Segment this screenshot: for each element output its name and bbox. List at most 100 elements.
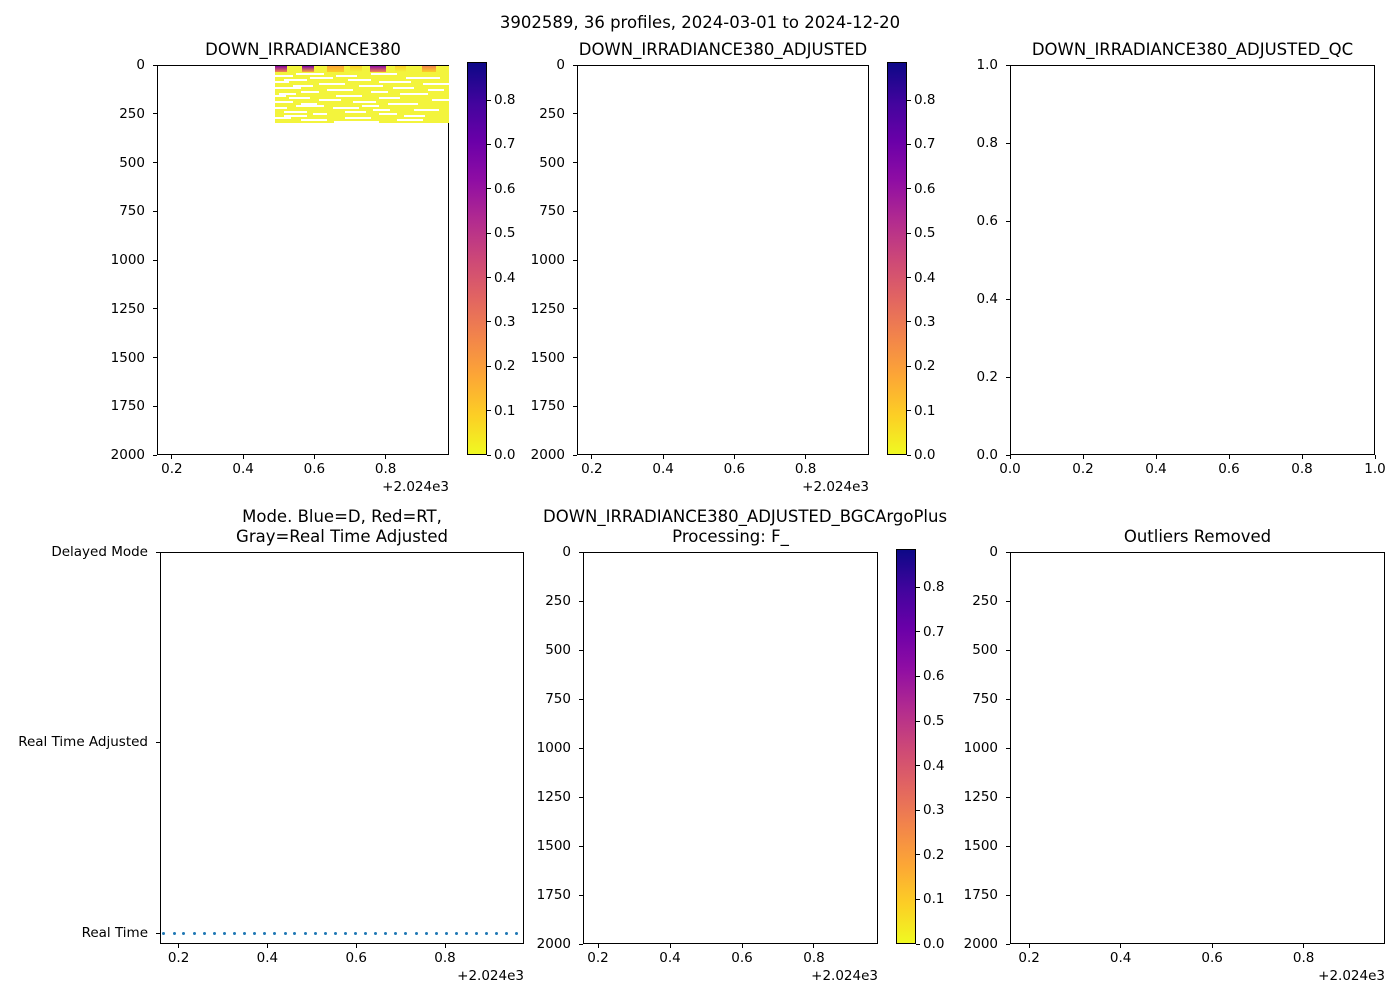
profile-dot: [313, 931, 317, 935]
colorbar-tick-label: 0.4: [923, 757, 945, 774]
x-tick-mark: [662, 455, 664, 459]
x-tick-label: 0.4: [256, 950, 279, 966]
heatmap-missing-gap: [362, 105, 380, 107]
profile-dot: [213, 931, 217, 935]
heatmap-missing-gap: [296, 73, 324, 75]
x-tick-label: 0.6: [723, 461, 746, 477]
heatmap-missing-gap: [348, 79, 371, 81]
x-tick-label: 0.8: [1291, 461, 1313, 477]
colorbar-tick-label: 0.0: [923, 936, 945, 952]
x-tick-mark: [385, 455, 387, 459]
heatmap-missing-gap: [372, 109, 390, 111]
heatmap-missing-gap: [403, 115, 425, 117]
subplot-title: DOWN_IRRADIANCE380: [205, 40, 401, 60]
colorbar-tick-mark: [916, 675, 920, 677]
y-tick-label: 1250: [110, 300, 145, 317]
y-tick-label: 750: [972, 691, 998, 707]
heatmap-missing-gap: [332, 107, 359, 109]
heatmap-missing-gap: [292, 85, 314, 87]
colorbar-tick-label: 0.7: [923, 623, 945, 640]
profile-dot: [162, 931, 166, 935]
heatmap-missing-gap: [278, 93, 297, 95]
subplot-title: DOWN_IRRADIANCE380_ADJUSTED: [578, 40, 868, 60]
heatmap-missing-gap: [283, 111, 307, 113]
x-tick-label: 0.4: [652, 461, 674, 477]
x-tick-mark: [444, 944, 446, 948]
colorbar: [467, 62, 487, 455]
y-tick-mark: [573, 113, 577, 115]
y-tick-mark: [579, 551, 583, 553]
subplot-title: Mode. Blue=D, Red=RT, Gray=Real Time Adj…: [236, 507, 448, 547]
y-tick-mark: [1006, 943, 1010, 945]
x-tick-mark: [1120, 944, 1122, 948]
x-tick-label: 0.4: [1109, 950, 1132, 966]
profile-dot: [263, 931, 267, 935]
y-tick-mark: [1006, 298, 1010, 300]
colorbar-tick-label: 0.3: [914, 313, 936, 330]
y-tick-label: 0.2: [976, 369, 998, 385]
y-tick-mark: [573, 64, 577, 66]
axis-offset-text: +2.024e3: [1318, 968, 1385, 984]
y-tick-label: 1000: [530, 252, 565, 268]
axis-offset-text: +2.024e3: [802, 479, 869, 495]
heatmap-missing-gap: [379, 113, 397, 115]
y-tick-mark: [1006, 376, 1010, 378]
x-tick-label: 0.8: [803, 950, 825, 966]
y-tick-label: 500: [119, 154, 145, 171]
y-tick-mark: [579, 796, 583, 798]
colorbar-tick-label: 0.7: [914, 136, 936, 153]
heatmap-missing-gap: [396, 119, 423, 121]
heatmap-missing-gap: [275, 95, 286, 97]
colorbar-tick-label: 0.2: [914, 358, 936, 375]
colorbar-tick-mark: [487, 410, 491, 412]
heatmap-missing-gap: [344, 117, 371, 119]
y-tick-label: 2000: [110, 447, 145, 463]
y-tick-label: 1000: [963, 740, 998, 756]
x-tick-mark: [1155, 455, 1157, 459]
subplot-title: DOWN_IRRADIANCE380_ADJUSTED_QC: [1031, 40, 1354, 60]
colorbar-tick-label: 0.8: [914, 92, 936, 108]
colorbar-tick-mark: [916, 765, 920, 767]
axes-box: [577, 65, 869, 455]
y-tick-label: 0.0: [976, 447, 998, 463]
heatmap-missing-gap: [370, 91, 389, 93]
y-tick-mark: [153, 405, 157, 407]
heatmap-surface-segment: [275, 66, 287, 72]
y-tick-mark: [1006, 220, 1010, 222]
heatmap-missing-gap: [388, 103, 418, 105]
colorbar-tick-mark: [916, 720, 920, 722]
colorbar-tick-mark: [487, 321, 491, 323]
y-tick-label: 0.4: [976, 291, 998, 307]
colorbar-tick-label: 0.3: [923, 802, 945, 819]
heatmap-surface-segment: [349, 66, 363, 72]
profile-dot: [434, 931, 438, 935]
x-tick-mark: [1009, 455, 1011, 459]
y-tick-label: 500: [545, 642, 571, 658]
y-tick-label: 1500: [536, 838, 571, 854]
y-tick-label: 0: [562, 544, 571, 560]
y-tick-label: Delayed Mode: [51, 544, 148, 560]
profile-dot: [293, 931, 297, 935]
axes-box: [157, 65, 449, 455]
colorbar-tick-mark: [916, 809, 920, 811]
x-tick-label: 0.6: [303, 461, 326, 477]
colorbar-tick-mark: [907, 188, 911, 190]
profile-dot: [172, 931, 176, 935]
profile-dot: [192, 931, 196, 935]
colorbar-tick-label: 0.5: [494, 225, 516, 242]
profile-dot: [455, 931, 459, 935]
y-tick-mark: [573, 357, 577, 358]
colorbar-tick-label: 0.2: [923, 846, 945, 863]
heatmap-missing-gap: [301, 103, 317, 105]
y-tick-label: 1750: [963, 887, 998, 903]
heatmap-missing-gap: [318, 99, 342, 101]
profile-dot: [243, 931, 247, 935]
y-tick-label: 0: [989, 544, 998, 560]
profile-dot: [374, 931, 378, 935]
profile-dot: [485, 931, 489, 935]
y-tick-label: 2000: [963, 936, 998, 952]
colorbar-tick-label: 0.5: [914, 225, 936, 242]
colorbar-tick-label: 0.6: [914, 180, 936, 197]
y-tick-mark: [1006, 698, 1010, 700]
